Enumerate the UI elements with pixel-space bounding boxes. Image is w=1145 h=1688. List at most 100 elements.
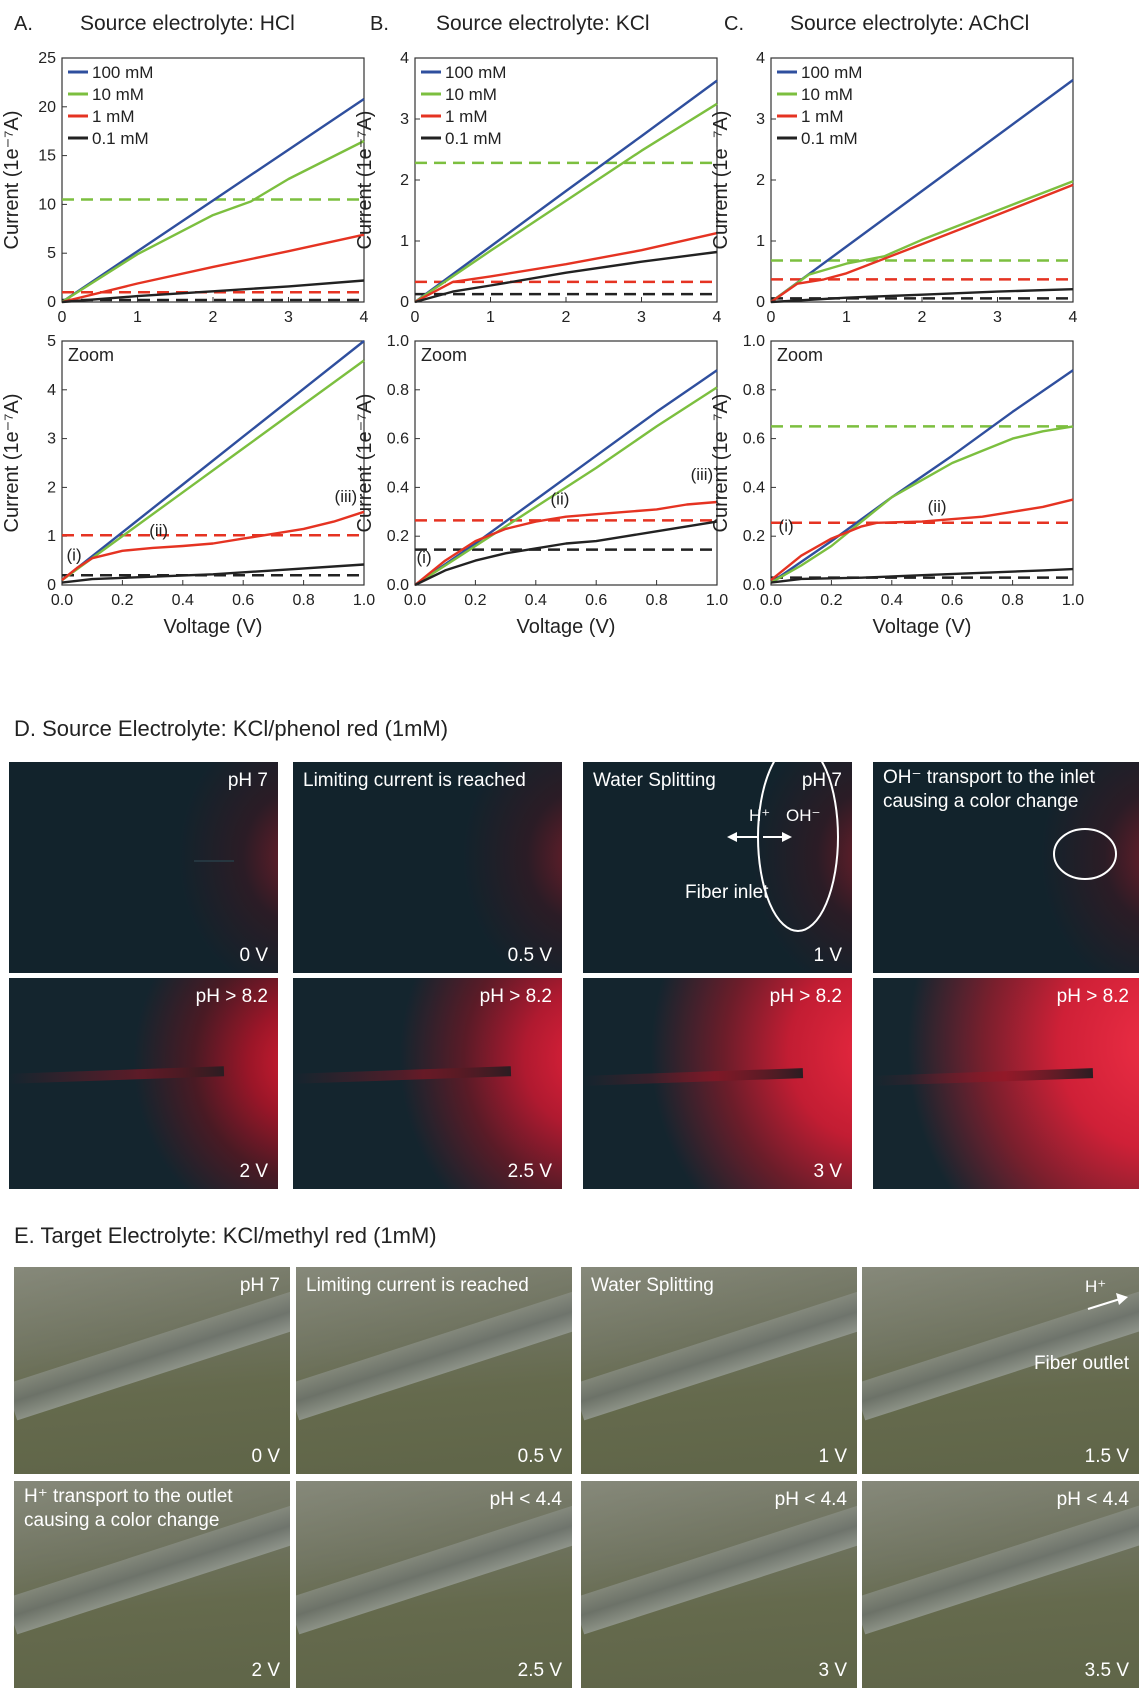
series-line xyxy=(414,386,718,587)
series-line xyxy=(61,340,365,582)
y-tick-label: 15 xyxy=(38,148,56,165)
y-tick-label: 2 xyxy=(47,479,56,496)
y-tick-label: 0.4 xyxy=(743,479,765,496)
x-tick-label: 0.4 xyxy=(172,592,194,609)
photo-d-final: pH > 8.2 xyxy=(873,978,1139,1189)
y-tick-label: 0.6 xyxy=(743,431,765,448)
y-axis-label: Current (1e⁻⁷A) xyxy=(354,394,376,533)
photo-e-0v: pH 7 0 V xyxy=(14,1267,290,1474)
chart-title: Source electrolyte: KCl xyxy=(436,12,650,35)
x-tick-label: 0.8 xyxy=(645,592,667,609)
h-plus-label: H⁺ xyxy=(1085,1277,1107,1296)
x-tick-label: 3 xyxy=(284,309,293,326)
y-tick-label: 0.0 xyxy=(743,577,765,594)
photo-e-voltage: 3.5 V xyxy=(1084,1660,1129,1681)
photo-e-voltage: 3 V xyxy=(818,1660,847,1681)
y-tick-label: 0 xyxy=(47,577,56,594)
x-axis-label: Voltage (V) xyxy=(873,616,972,638)
series-line xyxy=(61,279,365,304)
x-tick-label: 1.0 xyxy=(353,592,375,609)
fiber xyxy=(296,1291,572,1421)
fiber xyxy=(293,1066,512,1084)
y-tick-label: 1 xyxy=(400,233,409,250)
photo-d-voltage: 2.5 V xyxy=(507,1161,552,1182)
photo-d-ph-label: pH > 8.2 xyxy=(769,986,842,1007)
y-tick-label: 4 xyxy=(47,382,56,399)
fiber xyxy=(873,1068,1094,1086)
x-tick-label: 0.0 xyxy=(760,592,782,609)
legend-label: 0.1 mM xyxy=(801,129,858,148)
fiber xyxy=(583,1068,804,1086)
photo-d-2v: pH > 8.2 2 V xyxy=(9,978,278,1189)
legend-label: 0.1 mM xyxy=(445,129,502,148)
legend-label: 1 mM xyxy=(92,107,135,126)
y-tick-label: 1 xyxy=(756,233,765,250)
photo-d-0-5v: Limiting current is reached 0.5 V xyxy=(293,762,562,973)
zoom-label: Zoom xyxy=(68,345,114,365)
y-tick-label: 4 xyxy=(756,50,765,67)
curve-annotation: (i) xyxy=(417,548,432,567)
x-axis-label: Voltage (V) xyxy=(517,616,616,638)
fiber xyxy=(14,1291,290,1421)
photo-e-voltage: 2 V xyxy=(251,1660,280,1681)
fiber xyxy=(296,1505,572,1635)
x-tick-label: 0.0 xyxy=(404,592,426,609)
curve-annotation: (ii) xyxy=(149,521,168,540)
x-tick-label: 0.2 xyxy=(820,592,842,609)
y-axis-label: Current (1e⁻⁷A) xyxy=(710,111,732,250)
y-tick-label: 0.2 xyxy=(387,528,409,545)
photo-d-voltage: 3 V xyxy=(813,1161,842,1182)
plot-frame xyxy=(414,340,718,586)
x-tick-label: 3 xyxy=(637,309,646,326)
series-line xyxy=(61,510,365,582)
y-tick-label: 0.6 xyxy=(387,431,409,448)
curve-annotation: (i) xyxy=(67,546,82,565)
series-line xyxy=(414,520,718,587)
photo-e-voltage: 0 V xyxy=(251,1446,280,1467)
series-line xyxy=(414,102,718,303)
photo-e-0-5v: Limiting current is reached 0.5 V xyxy=(296,1267,572,1474)
legend-label: 100 mM xyxy=(445,63,506,82)
photo-e-voltage: 1.5 V xyxy=(1084,1446,1129,1467)
y-tick-label: 1 xyxy=(47,528,56,545)
x-tick-label: 0.8 xyxy=(1001,592,1023,609)
x-tick-label: 0.2 xyxy=(111,592,133,609)
y-tick-label: 3 xyxy=(47,431,56,448)
legend-label: 100 mM xyxy=(801,63,862,82)
x-tick-label: 0 xyxy=(411,309,420,326)
photo-d-caption: Water Splitting xyxy=(593,770,716,791)
fiber xyxy=(9,1066,225,1084)
y-tick-label: 5 xyxy=(47,245,56,262)
y-tick-label: 5 xyxy=(47,333,56,350)
y-tick-label: 10 xyxy=(38,196,56,213)
photo-d-ph-label: pH 7 xyxy=(227,770,268,791)
fiber-tip xyxy=(194,860,234,862)
x-axis-label: Voltage (V) xyxy=(164,616,263,638)
y-tick-label: 4 xyxy=(400,50,409,67)
x-tick-label: 1 xyxy=(133,309,142,326)
y-tick-label: 2 xyxy=(756,172,765,189)
x-tick-label: 0.6 xyxy=(585,592,607,609)
series-line xyxy=(414,79,718,303)
photo-d-0v: pH 7 0 V xyxy=(9,762,278,973)
series-line xyxy=(770,425,1074,584)
photo-d-ph-label: pH > 8.2 xyxy=(1056,986,1129,1007)
x-tick-label: 1.0 xyxy=(706,592,728,609)
section-e-title: E. Target Electrolyte: KCl/methyl red (1… xyxy=(14,1223,437,1248)
x-tick-label: 0.4 xyxy=(881,592,903,609)
photo-e-caption-line-2: causing a color change xyxy=(24,1510,220,1531)
photo-d-caption: Limiting current is reached xyxy=(303,770,526,791)
series-line xyxy=(61,563,365,584)
curve-annotation: (iii) xyxy=(691,465,714,484)
y-tick-label: 0.4 xyxy=(387,479,409,496)
zoom-label: Zoom xyxy=(777,345,823,365)
legend-label: 10 mM xyxy=(801,85,853,104)
series-line xyxy=(770,498,1074,582)
chart-title: Source electrolyte: HCl xyxy=(80,12,295,35)
h-plus-label: H⁺ xyxy=(749,806,771,825)
legend-label: 10 mM xyxy=(92,85,144,104)
series-line xyxy=(770,79,1074,303)
series-line xyxy=(770,369,1074,584)
series-line xyxy=(770,288,1074,304)
